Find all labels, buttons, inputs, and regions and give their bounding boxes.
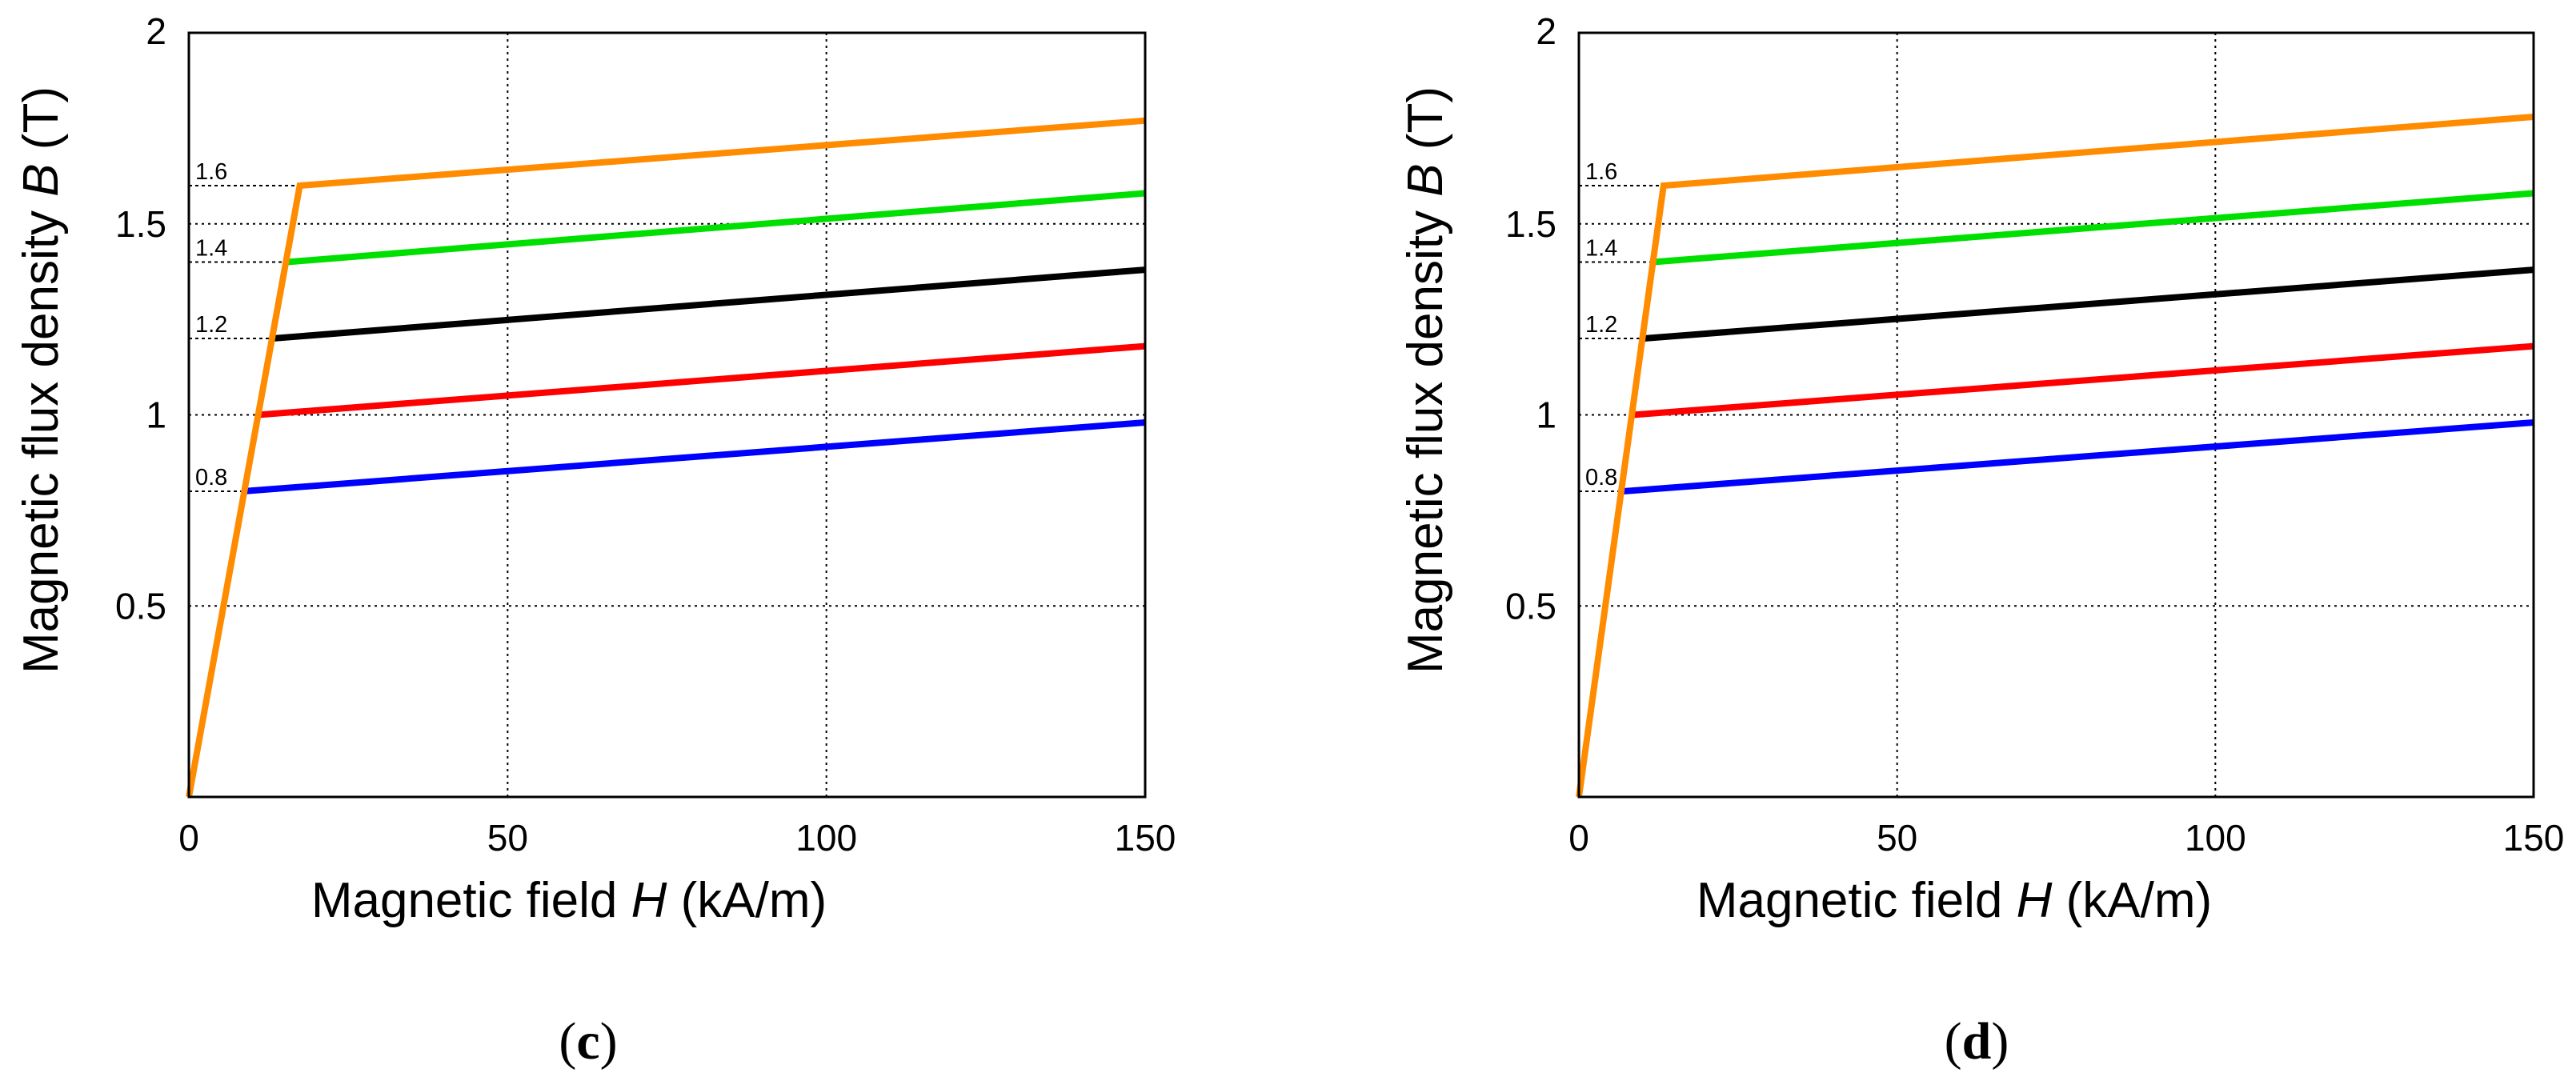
level-label: 1.4 xyxy=(195,236,227,262)
x-tick-label: 50 xyxy=(1877,817,1917,859)
x-axis-var: H xyxy=(631,873,667,928)
x-tick-label: 0 xyxy=(1568,817,1589,859)
y-axis-unit: (T) xyxy=(1398,86,1453,150)
series-line xyxy=(258,342,1146,418)
x-axis-label: Magnetic field H (kA/m) xyxy=(1697,873,2212,928)
x-tick-label: 100 xyxy=(2185,817,2246,859)
series-line xyxy=(1576,114,2534,798)
grid xyxy=(189,33,1145,797)
series-line xyxy=(286,190,1146,266)
series xyxy=(1576,114,2534,798)
y-tick-label: 0.5 xyxy=(1505,585,1556,627)
chart-panel-c: 0.8 1.2 1.4 1.6 0 50 100 150 0.5 1 1.5 2 Magnetic fi… xyxy=(14,10,1176,1071)
level-markers: 0.8 1.2 1.4 1.6 xyxy=(1579,159,1664,492)
y-axis-label-text: Magnetic flux density xyxy=(14,210,69,674)
y-tick-label: 1 xyxy=(1536,394,1556,436)
panel-label-open: ( xyxy=(559,1012,576,1071)
x-tick-label: 100 xyxy=(795,817,857,859)
plot-frame xyxy=(1577,31,2535,799)
level-label: 1.6 xyxy=(195,159,227,185)
level-label: 0.8 xyxy=(195,465,227,490)
level-label: 1.2 xyxy=(1585,312,1617,338)
y-axis-var: B xyxy=(1398,163,1453,196)
y-tick-label: 2 xyxy=(1536,10,1556,52)
x-tick-label: 150 xyxy=(1115,817,1176,859)
series-line xyxy=(186,117,1146,798)
level-label: 1.4 xyxy=(1585,236,1617,262)
chart-panel-d: 0.8 1.2 1.4 1.6 0 50 100 150 0.5 1 1.5 2 Magnetic fi… xyxy=(1398,10,2564,1071)
panel-label-close: ) xyxy=(1991,1012,2009,1071)
x-axis-label-text: Magnetic field xyxy=(1697,873,2003,928)
y-axis-unit: (T) xyxy=(14,86,69,150)
x-axis-unit: (kA/m) xyxy=(681,873,827,928)
x-tick-label: 50 xyxy=(487,817,528,859)
x-axis-label: Magnetic field H (kA/m) xyxy=(311,873,827,928)
series-line xyxy=(272,266,1146,342)
level-markers: 0.8 1.2 1.4 1.6 xyxy=(189,159,300,492)
y-tick-label: 2 xyxy=(146,10,166,52)
x-tick-label: 0 xyxy=(178,817,199,859)
x-axis-var: H xyxy=(2017,873,2053,928)
y-axis-label: Magnetic flux density B (T) xyxy=(14,86,69,674)
panel-label-close: ) xyxy=(600,1012,618,1071)
panel-label: (d) xyxy=(1945,1012,2009,1071)
panel-label-letter: d xyxy=(1962,1012,1992,1071)
y-axis-var: B xyxy=(14,163,69,196)
y-tick-label: 1 xyxy=(146,394,166,436)
y-tick-label: 1.5 xyxy=(1505,203,1556,245)
series-line xyxy=(1653,190,2534,266)
y-tick-label: 1.5 xyxy=(115,203,166,245)
y-axis-label-text: Magnetic flux density xyxy=(1398,210,1453,674)
x-axis-label-text: Magnetic field xyxy=(311,873,618,928)
y-tick-label: 0.5 xyxy=(115,585,166,627)
y-axis-label: Magnetic flux density B (T) xyxy=(1398,86,1453,674)
level-label: 0.8 xyxy=(1585,465,1617,490)
x-axis-unit: (kA/m) xyxy=(2066,873,2213,928)
series-line xyxy=(1633,342,2534,418)
panel-label-open: ( xyxy=(1945,1012,1962,1071)
grid xyxy=(1579,33,2534,797)
series xyxy=(186,117,1146,798)
level-label: 1.6 xyxy=(1585,159,1617,185)
series-line xyxy=(1643,266,2534,342)
level-label: 1.2 xyxy=(195,312,227,338)
x-tick-label: 150 xyxy=(2503,817,2565,859)
plot-frame xyxy=(187,31,1147,799)
series-line xyxy=(242,419,1146,494)
panel-label-letter: c xyxy=(576,1012,599,1071)
series-line xyxy=(1623,419,2534,494)
panel-label: (c) xyxy=(559,1012,617,1071)
